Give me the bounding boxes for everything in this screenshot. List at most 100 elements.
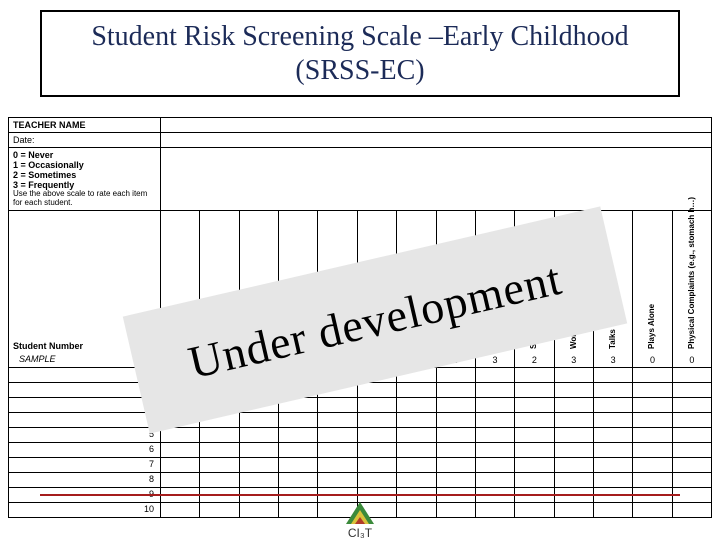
data-cell [476, 383, 515, 397]
data-cell [437, 383, 476, 397]
data-cell [555, 398, 594, 412]
date-value [161, 133, 711, 147]
data-cell [437, 368, 476, 382]
row-number: 3 [9, 398, 161, 412]
data-cell [279, 473, 318, 487]
row-cells [161, 458, 711, 472]
legend-desc: Use the above scale to rate each item fo… [13, 190, 156, 208]
data-cell [476, 368, 515, 382]
data-cell [594, 428, 633, 442]
data-cell [200, 473, 239, 487]
data-cell [515, 398, 554, 412]
data-cell [555, 473, 594, 487]
legend-2: 2 = Sometimes [13, 170, 156, 180]
data-cell [240, 443, 279, 457]
data-cell [555, 413, 594, 427]
data-cell [673, 458, 711, 472]
data-cell [594, 413, 633, 427]
data-cell [437, 398, 476, 412]
data-cell [633, 398, 672, 412]
data-cell [594, 473, 633, 487]
table-row: 6 [9, 443, 711, 458]
data-cell [240, 458, 279, 472]
row-cells [161, 443, 711, 457]
data-cell [437, 458, 476, 472]
table-row: 7 [9, 458, 711, 473]
data-cell [318, 413, 357, 427]
data-cell [240, 473, 279, 487]
data-cell [397, 383, 436, 397]
data-cell [673, 443, 711, 457]
row-cells [161, 473, 711, 487]
legend-0: 0 = Never [13, 150, 156, 160]
legend-spacer [161, 148, 711, 210]
data-cell [555, 368, 594, 382]
teacher-name-value [161, 118, 711, 132]
sample-cell: 3 [594, 353, 633, 367]
data-cell [555, 443, 594, 457]
table-row: 3 [9, 398, 711, 413]
data-cell [476, 398, 515, 412]
data-cell [318, 458, 357, 472]
sample-cell: 0 [673, 353, 711, 367]
data-cell [397, 413, 436, 427]
sample-cell: 0 [633, 353, 672, 367]
data-cell [437, 428, 476, 442]
data-cell [161, 458, 200, 472]
data-cell [279, 443, 318, 457]
data-cell [594, 458, 633, 472]
column-header: Plays Alone [633, 211, 672, 353]
column-header: Physical Complaints (e.g., stomach h…) [673, 211, 711, 353]
data-cell [397, 473, 436, 487]
column-label: Plays Alone [647, 304, 656, 349]
data-cell [515, 368, 554, 382]
legend-1: 1 = Occasionally [13, 160, 156, 170]
data-cell [673, 368, 711, 382]
data-cell [318, 443, 357, 457]
data-cell [555, 428, 594, 442]
data-cell [318, 398, 357, 412]
data-cell [358, 383, 397, 397]
data-cell [633, 428, 672, 442]
data-cell [318, 473, 357, 487]
data-cell [555, 458, 594, 472]
data-cell [633, 443, 672, 457]
footer-rule [40, 494, 680, 496]
table-row: 2 [9, 383, 711, 398]
data-cell [358, 398, 397, 412]
data-cell [515, 413, 554, 427]
table-row: 4 [9, 413, 711, 428]
data-cell [673, 473, 711, 487]
data-cell [397, 398, 436, 412]
data-cell [397, 458, 436, 472]
page-title: Student Risk Screening Scale –Early Chil… [54, 20, 666, 87]
sample-cell: 3 [555, 353, 594, 367]
data-cell [633, 413, 672, 427]
data-cell [673, 398, 711, 412]
data-cell [476, 473, 515, 487]
data-cell [594, 368, 633, 382]
data-cell [240, 428, 279, 442]
logo-icon [346, 502, 374, 524]
data-cell [358, 413, 397, 427]
teacher-row: TEACHER NAME [9, 118, 711, 133]
data-cell [594, 443, 633, 457]
data-cell [358, 473, 397, 487]
row-number: 4 [9, 413, 161, 427]
row-number: 6 [9, 443, 161, 457]
legend-cell: 0 = Never 1 = Occasionally 2 = Sometimes… [9, 148, 161, 210]
data-cell [476, 428, 515, 442]
table-row: 5 [9, 428, 711, 443]
data-cell [633, 473, 672, 487]
data-cell [397, 428, 436, 442]
data-cell [515, 443, 554, 457]
data-cell [633, 458, 672, 472]
data-cell [437, 413, 476, 427]
title-box: Student Risk Screening Scale –Early Chil… [40, 10, 680, 97]
data-cell [476, 413, 515, 427]
data-cell [161, 443, 200, 457]
row-number: 5 [9, 428, 161, 442]
data-cell [633, 383, 672, 397]
data-cell [633, 368, 672, 382]
data-cell [594, 398, 633, 412]
